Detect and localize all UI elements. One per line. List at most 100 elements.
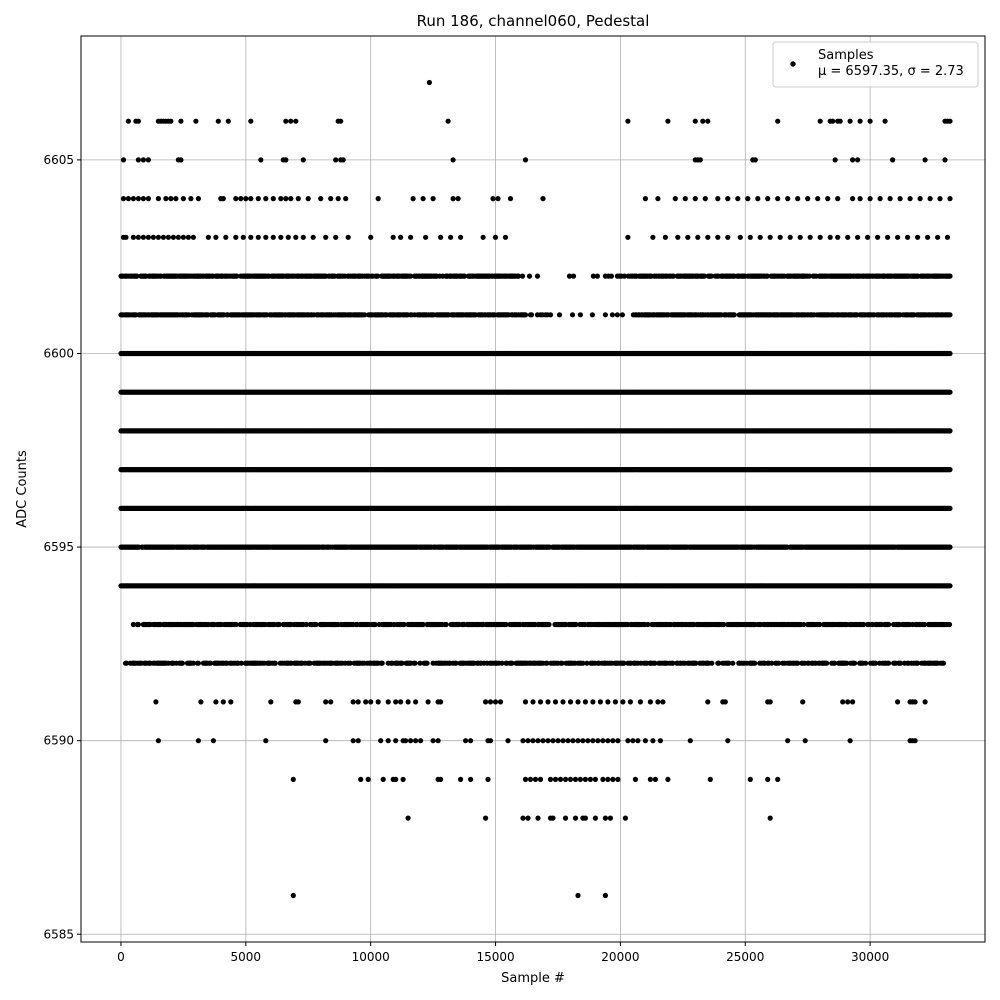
- data-point: [737, 234, 743, 240]
- data-point: [340, 157, 346, 163]
- data-point: [300, 157, 306, 163]
- data-point: [882, 118, 888, 124]
- data-point: [263, 234, 269, 240]
- data-point: [795, 196, 801, 202]
- data-point: [270, 234, 276, 240]
- data-point: [123, 234, 129, 240]
- data-point: [450, 196, 456, 202]
- data-point: [695, 234, 701, 240]
- data-point: [178, 157, 184, 163]
- data-point: [747, 234, 753, 240]
- data-point: [293, 118, 299, 124]
- data-point: [665, 118, 671, 124]
- data-point: [937, 196, 943, 202]
- data-point: [767, 234, 773, 240]
- data-point: [423, 234, 429, 240]
- data-point: [655, 196, 661, 202]
- data-point: [420, 196, 426, 202]
- data-point: [877, 196, 883, 202]
- data-point: [343, 196, 349, 202]
- data-point: [140, 196, 146, 202]
- data-point: [887, 196, 893, 202]
- data-point: [426, 79, 432, 86]
- data-points: [118, 79, 953, 899]
- data-point: [233, 196, 239, 202]
- data-point: [362, 312, 368, 318]
- data-point: [285, 234, 291, 240]
- data-point: [410, 196, 416, 202]
- data-point: [752, 157, 758, 163]
- data-point: [398, 234, 404, 240]
- data-point: [785, 196, 791, 202]
- data-point: [288, 196, 294, 202]
- data-point: [947, 273, 953, 279]
- data-point: [787, 234, 793, 240]
- data-point: [140, 234, 146, 240]
- data-point: [855, 157, 861, 163]
- data-point: [155, 234, 161, 240]
- data-point: [590, 273, 597, 279]
- data-point: [697, 157, 703, 163]
- data-point: [857, 196, 863, 202]
- data-point: [534, 273, 541, 279]
- data-point: [825, 196, 831, 202]
- data-point: [609, 312, 616, 318]
- data-point: [885, 234, 891, 240]
- data-point: [672, 196, 678, 202]
- data-point: [180, 196, 186, 202]
- data-point: [338, 118, 344, 124]
- data-point: [685, 234, 691, 240]
- data-point: [165, 234, 171, 240]
- data-point: [857, 118, 863, 124]
- data-point: [408, 234, 414, 240]
- data-point: [675, 234, 681, 240]
- data-point: [238, 196, 244, 202]
- data-point: [135, 196, 141, 202]
- data-point: [270, 196, 276, 202]
- data-point: [168, 196, 174, 202]
- data-point: [145, 234, 151, 240]
- data-point: [445, 118, 451, 124]
- data-point: [625, 118, 631, 124]
- data-point: [213, 234, 219, 240]
- data-point: [594, 273, 601, 279]
- data-point: [755, 196, 761, 202]
- data-point: [502, 234, 509, 240]
- data-point: [205, 234, 211, 240]
- data-point: [922, 157, 928, 163]
- data-point: [515, 273, 522, 279]
- data-point: [777, 234, 783, 240]
- data-point: [519, 273, 526, 279]
- data-point: [947, 118, 953, 124]
- data-point: [345, 234, 351, 240]
- data-point: [806, 273, 812, 279]
- data-point: [890, 157, 896, 163]
- data-point: [935, 234, 941, 240]
- data-point: [865, 234, 871, 240]
- data-point: [701, 273, 707, 279]
- data-point: [492, 234, 499, 240]
- data-point: [234, 273, 240, 279]
- data-point: [827, 234, 833, 240]
- data-point: [120, 157, 127, 163]
- data-point: [708, 273, 714, 279]
- data-point: [650, 234, 656, 240]
- data-point: [173, 196, 179, 202]
- data-point: [897, 196, 903, 202]
- data-point: [757, 234, 763, 240]
- data-point: [566, 273, 573, 279]
- data-point: [278, 234, 284, 240]
- data-point: [528, 312, 535, 318]
- data-point: [220, 196, 226, 202]
- data-point: [448, 234, 454, 240]
- data-point: [925, 234, 931, 240]
- data-point: [255, 234, 261, 240]
- data-point: [255, 196, 261, 202]
- data-point: [328, 196, 334, 202]
- data-point: [608, 273, 615, 279]
- data-point: [188, 196, 194, 202]
- data-point: [547, 312, 554, 318]
- data-point: [602, 312, 609, 318]
- data-point: [175, 234, 181, 240]
